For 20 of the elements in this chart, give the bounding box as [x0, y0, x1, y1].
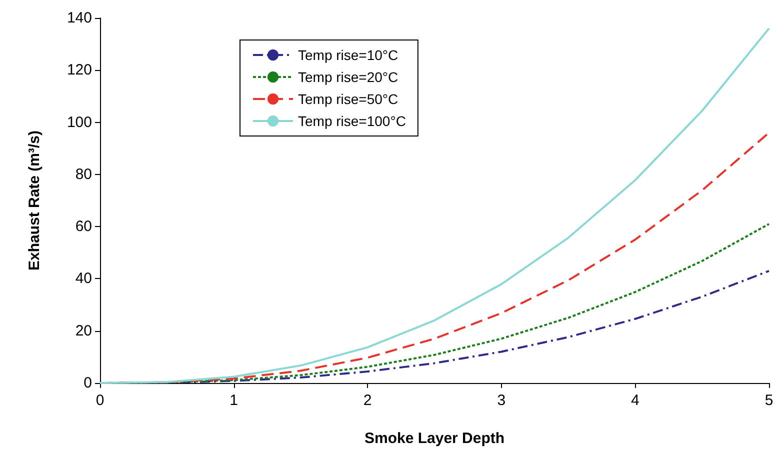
- legend-label: Temp rise=100°C: [298, 113, 406, 129]
- x-tick-label: 4: [631, 392, 640, 409]
- y-tick-label: 0: [84, 374, 92, 392]
- legend-label: Temp rise=20°C: [298, 69, 398, 85]
- legend-label: Temp rise=50°C: [298, 91, 398, 107]
- y-tick-label: 80: [75, 166, 92, 183]
- y-tick-label: 100: [66, 114, 92, 131]
- x-tick-label: 5: [764, 392, 774, 409]
- legend-label: Temp rise=10°C: [298, 47, 398, 63]
- x-tick-label: 1: [230, 392, 238, 409]
- y-tick-label: 20: [75, 322, 92, 340]
- y-tick-label: 60: [75, 218, 92, 236]
- y-axis-title: Exhaust Rate (m³/s): [26, 130, 43, 271]
- y-tick-label: 120: [66, 62, 92, 79]
- x-tick-label: 3: [497, 392, 506, 409]
- x-axis-title: Smoke Layer Depth: [364, 430, 505, 447]
- y-tick-label: 140: [66, 10, 92, 26]
- x-tick-label: 2: [363, 392, 372, 409]
- x-tick-label: 0: [96, 392, 104, 409]
- y-tick-label: 40: [75, 270, 92, 288]
